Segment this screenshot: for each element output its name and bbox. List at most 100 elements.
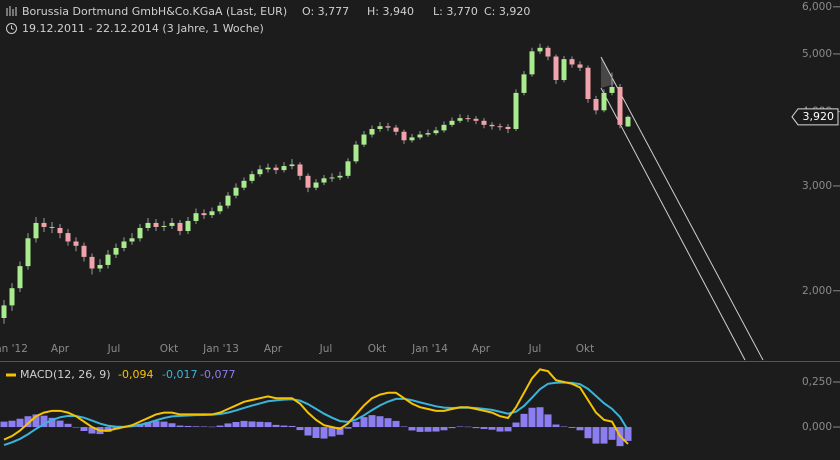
candle-body <box>505 126 511 129</box>
candle-body <box>153 222 159 227</box>
histogram-bar <box>328 427 336 437</box>
x-tick-label: Okt <box>368 343 386 355</box>
candle-body <box>249 174 255 181</box>
candle-body <box>169 222 175 226</box>
candle-body <box>233 187 239 196</box>
candle-body <box>593 98 599 111</box>
histogram-bar <box>576 427 584 431</box>
candle-body <box>161 225 167 227</box>
histogram-bar <box>344 427 352 429</box>
candle-body <box>105 254 111 265</box>
candle-body <box>569 59 575 65</box>
candle-body <box>545 47 551 57</box>
candle-body <box>577 64 583 68</box>
histogram-bar <box>448 427 456 429</box>
candle-body <box>281 166 287 171</box>
x-tick-label: Jan '14 <box>411 343 448 355</box>
histogram-bar <box>208 426 216 428</box>
x-tick-label: Jul <box>107 343 121 355</box>
candle-body <box>97 264 103 269</box>
histogram-bar <box>200 426 208 428</box>
x-tick-label: Okt <box>576 343 594 355</box>
candle-body <box>121 241 127 248</box>
histogram-bar <box>176 425 184 428</box>
ohlc-label: C: 3,920 <box>484 5 530 18</box>
histogram-bar <box>192 426 200 428</box>
histogram-bar <box>488 427 496 430</box>
histogram-bar <box>240 420 248 428</box>
histogram-bar <box>104 427 112 432</box>
last-price-label: 3,920 <box>803 110 835 123</box>
clock-icon <box>6 23 17 34</box>
candle-body <box>401 131 407 141</box>
histogram-bar <box>40 415 48 428</box>
candle-body <box>473 118 479 121</box>
candle-body <box>209 211 215 216</box>
candle-body <box>193 213 199 221</box>
legend-value: -0,094 <box>118 368 153 381</box>
candle-body <box>377 126 383 129</box>
chart-subtitle: 19.12.2011 - 22.12.2014 (3 Jahre, 1 Woch… <box>22 22 264 35</box>
x-tick-label: Apr <box>264 343 283 355</box>
histogram-bar <box>184 425 192 428</box>
histogram-bar <box>64 423 72 428</box>
histogram-bar <box>216 425 224 428</box>
last-price-tag <box>791 108 839 126</box>
candle-body <box>457 118 463 121</box>
histogram-bar <box>280 425 288 428</box>
candle-body <box>417 134 423 138</box>
histogram-bar <box>224 423 232 428</box>
histogram-bar <box>288 425 296 428</box>
candle-body <box>433 130 439 134</box>
histogram-bar <box>480 427 488 430</box>
x-tick-label: Apr <box>472 343 491 355</box>
histogram-bar <box>560 426 568 428</box>
candle-body <box>537 47 543 52</box>
histogram-bar <box>432 427 440 432</box>
ohlc-label: O: 3,777 <box>302 5 349 18</box>
histogram-bar <box>56 420 64 428</box>
histogram-bar <box>168 423 176 428</box>
x-tick-label: Okt <box>160 343 178 355</box>
ohlc-label: L: 3,770 <box>433 5 478 18</box>
candle-body <box>409 137 415 141</box>
candle-body <box>265 167 271 170</box>
x-tick-label: Jul <box>319 343 333 355</box>
histogram-bar <box>88 427 96 434</box>
candle-body <box>305 175 311 188</box>
macd-line <box>3 381 629 446</box>
candle-body <box>73 241 79 246</box>
histogram-bar <box>248 421 256 428</box>
histogram-bar <box>144 422 152 428</box>
x-tick-label: Jan '13 <box>202 343 239 355</box>
histogram-bar <box>360 417 368 428</box>
histogram-bar <box>568 427 576 428</box>
legend-value: -0,017 <box>162 368 197 381</box>
histogram-bar <box>584 427 592 439</box>
chart-title: Borussia Dortmund GmbH&Co.KGaA (Last, EU… <box>22 5 287 18</box>
histogram-bar <box>72 427 80 428</box>
histogram-bar <box>0 421 8 428</box>
candle-body <box>113 247 119 255</box>
macd-line <box>3 368 629 445</box>
legend-value: -0,077 <box>200 368 235 381</box>
candle-body <box>33 222 39 239</box>
histogram-bar <box>264 422 272 428</box>
candle-body <box>129 238 135 242</box>
histogram-bar <box>232 421 240 428</box>
candle-body <box>489 124 495 127</box>
histogram-bar <box>352 421 360 428</box>
candle-body <box>497 126 503 128</box>
histogram-bar <box>336 427 344 435</box>
histogram-bar <box>424 427 432 432</box>
candle-body <box>585 67 591 99</box>
candle-body <box>513 92 519 129</box>
histogram-bar <box>272 424 280 428</box>
y-tick-label: 2,000 <box>802 285 832 297</box>
candle-body <box>609 86 615 93</box>
y-tick-label: 0,250 <box>802 376 832 388</box>
candle-body <box>17 266 23 289</box>
histogram-bar <box>512 422 520 428</box>
candle-body <box>481 120 487 125</box>
